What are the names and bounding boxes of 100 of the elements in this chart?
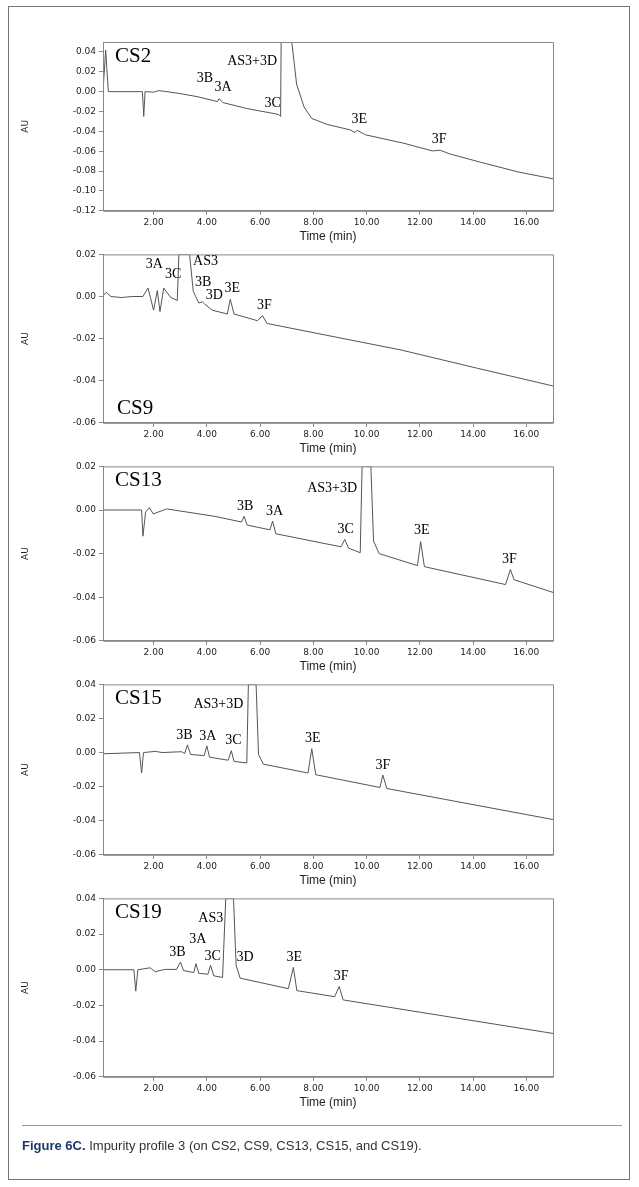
annotation: 3B [196, 70, 214, 86]
y-tick-label: -0.02 [72, 780, 96, 791]
x-tick-label: 8.00 [303, 216, 324, 227]
x-tick-label: 2.00 [143, 860, 164, 871]
x-tick-label: 2.00 [143, 1082, 164, 1093]
x-tick-label: 4.00 [196, 1082, 218, 1093]
x-axis-title: Time (min) [299, 1095, 357, 1110]
y-tick-label: -0.04 [72, 591, 97, 602]
x-tick-label: 10.00 [353, 216, 380, 227]
annotation: AS3 [193, 253, 218, 269]
y-tick-label: -0.04 [72, 1035, 97, 1046]
x-axis-title: Time (min) [299, 873, 357, 888]
y-tick-label: -0.10 [72, 185, 97, 196]
annotation: 3C [165, 266, 182, 282]
annotation: 3E [304, 730, 321, 746]
x-tick-label: 10.00 [353, 428, 380, 439]
x-axis-title: Time (min) [299, 229, 357, 244]
x-tick-label: 4.00 [196, 428, 218, 439]
annotation: 3C [204, 947, 221, 963]
x-tick-label: 12.00 [406, 216, 434, 227]
x-tick-label: 4.00 [196, 216, 218, 227]
annotation: AS3 [198, 910, 224, 926]
annotation: 3E [351, 111, 368, 127]
y-tick-label: -0.04 [72, 125, 97, 136]
y-tick-label: 0.02 [75, 928, 96, 939]
y-tick-label: -0.06 [72, 145, 97, 156]
x-tick-label: 6.00 [250, 428, 271, 439]
annotation: 3D [236, 948, 254, 964]
annotation: 3E [413, 522, 430, 538]
annotation: 3E [286, 949, 303, 965]
x-tick-label: 16.00 [513, 646, 540, 657]
annotation: 3C [337, 521, 354, 537]
annotation: AS3+3D [227, 52, 278, 68]
y-axis-title: AU [19, 332, 30, 345]
text: CS9 [117, 394, 154, 419]
y-tick-label: 0.00 [75, 85, 97, 96]
x-tick-label: 14.00 [460, 216, 487, 227]
x-tick-label: 12.00 [406, 428, 434, 439]
x-tick-label: 16.00 [513, 860, 540, 871]
annotation: 3B [176, 726, 193, 742]
x-tick-label: 4.00 [196, 860, 218, 871]
y-tick-label: 0.00 [75, 964, 97, 975]
x-axis-title: Time (min) [299, 441, 357, 456]
x-tick-label: 8.00 [303, 428, 324, 439]
y-tick-label: -0.06 [72, 417, 97, 428]
annotation: 3F [502, 551, 517, 567]
annotation: 3A [214, 79, 233, 95]
x-tick-label: 12.00 [406, 646, 434, 657]
caption: Figure 6C. [22, 1138, 86, 1153]
x-tick-label: 4.00 [196, 646, 218, 657]
annotation: 3C [264, 95, 281, 111]
y-tick-label: 0.00 [75, 290, 97, 301]
y-tick-label: -0.04 [72, 375, 97, 386]
x-tick-label: 6.00 [250, 646, 271, 657]
x-tick-label: 16.00 [513, 216, 540, 227]
annotation: 3C [225, 732, 242, 748]
y-axis-title: AU [19, 547, 30, 560]
x-tick-label: 14.00 [460, 428, 487, 439]
y-tick-label: -0.02 [72, 547, 96, 558]
annotation: 3F [375, 756, 391, 772]
y-tick-label: -0.02 [72, 105, 96, 116]
x-tick-label: 8.00 [303, 1082, 324, 1093]
x-tick-label: 6.00 [250, 1082, 271, 1093]
annotation: 3B [236, 497, 254, 513]
y-tick-label: 0.02 [75, 460, 96, 471]
x-tick-label: 6.00 [250, 860, 271, 871]
annotation: 3D [205, 287, 223, 303]
x-tick-label: 10.00 [353, 860, 380, 871]
y-axis-title: AU [19, 981, 30, 994]
y-axis-title: AU [19, 763, 30, 776]
x-tick-label: 6.00 [250, 216, 271, 227]
x-tick-label: 16.00 [513, 428, 540, 439]
x-tick-label: 2.00 [143, 428, 164, 439]
annotation: 3F [257, 297, 273, 313]
y-axis-title: AU [19, 120, 30, 133]
y-tick-label: -0.02 [72, 999, 96, 1010]
x-tick-label: 14.00 [460, 860, 487, 871]
annotation: 3A [145, 256, 164, 272]
annotation: 3F [431, 130, 447, 146]
y-tick-label: 0.04 [75, 678, 97, 689]
x-tick-label: 10.00 [353, 1082, 380, 1093]
y-tick-label: 0.00 [75, 504, 97, 515]
y-tick-label: -0.06 [72, 635, 97, 646]
annotation: 3B [169, 943, 186, 959]
x-tick-label: 10.00 [353, 646, 380, 657]
y-tick-label: 0.02 [75, 248, 96, 259]
y-tick-label: -0.12 [72, 205, 96, 216]
x-axis-title: Time (min) [299, 659, 357, 674]
chart-title: CS2 [115, 43, 152, 68]
chart-title: CS15 [115, 685, 162, 710]
y-tick-label: -0.04 [72, 815, 97, 826]
annotation: AS3+3D [307, 480, 358, 496]
x-tick-label: 14.00 [460, 646, 487, 657]
x-tick-label: 12.00 [406, 860, 434, 871]
y-tick-label: -0.06 [72, 1071, 97, 1082]
y-tick-label: -0.06 [72, 849, 97, 860]
chart-title: CS13 [115, 467, 162, 492]
x-tick-label: 12.00 [406, 1082, 434, 1093]
x-tick-label: 14.00 [460, 1082, 487, 1093]
chart-title: CS19 [115, 899, 162, 924]
